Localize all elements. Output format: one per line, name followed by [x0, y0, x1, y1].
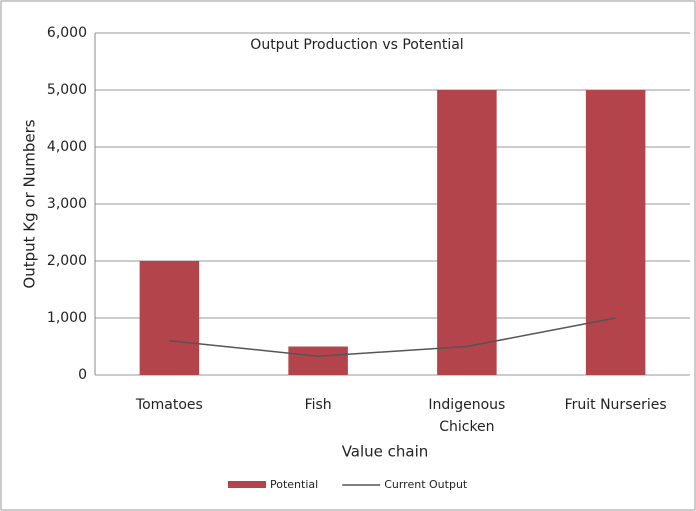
y-tick-label: 4,000: [47, 139, 87, 155]
y-tick-label: 5,000: [47, 82, 87, 98]
bar: [437, 90, 497, 375]
y-tick-label: 6,000: [47, 25, 87, 41]
y-tick-label: 2,000: [47, 253, 87, 269]
x-axis-label: Value chain: [342, 443, 429, 461]
x-tick-label: Fish: [305, 397, 332, 413]
x-tick-label: Fruit Nurseries: [565, 397, 667, 413]
x-tick-label: Indigenous Chicken: [428, 397, 505, 435]
y-tick-label: 3,000: [47, 196, 87, 212]
legend-swatch: [228, 481, 266, 488]
bar: [288, 346, 348, 375]
bar: [139, 261, 200, 375]
line: [169, 317, 616, 357]
legend-label: Potential: [270, 478, 318, 491]
legend-label: Current Output: [384, 478, 468, 491]
chart-title: Output Production vs Potential: [250, 37, 463, 53]
y-axis-label: Output Kg or Numbers: [21, 119, 39, 288]
y-tick-label: 1,000: [47, 310, 87, 326]
bar: [585, 90, 646, 375]
x-tick-label: Tomatoes: [135, 397, 203, 413]
y-tick-label: 0: [78, 367, 87, 383]
